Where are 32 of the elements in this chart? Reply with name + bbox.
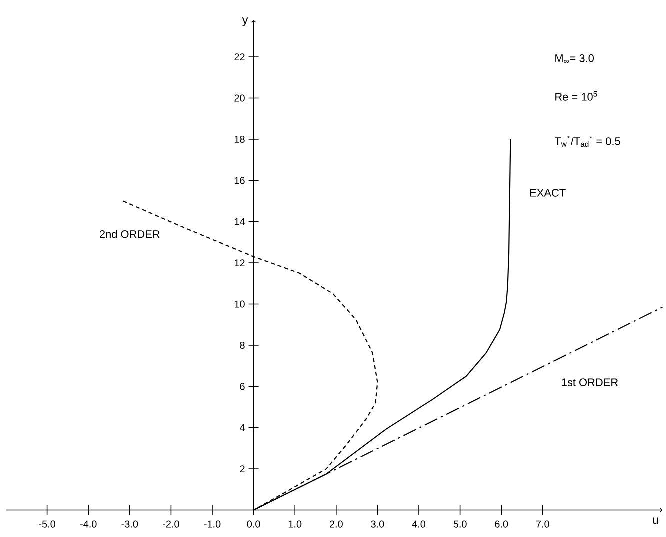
- series-label: EXACT: [530, 189, 566, 197]
- y-tick-label: 20: [234, 94, 245, 102]
- x-tick-label: 0.0: [247, 520, 260, 528]
- x-axis-title: u: [653, 518, 658, 524]
- series-label: 2nd ORDER: [100, 230, 160, 238]
- x-tick-label: 5.0: [454, 520, 467, 528]
- x-tick-label: 4.0: [412, 520, 426, 528]
- x-tick-label: 2.0: [330, 520, 343, 528]
- x-tick-label: 3.0: [371, 520, 384, 528]
- y-tick-label: 4: [240, 424, 245, 432]
- y-tick-label: 18: [234, 136, 245, 143]
- x-tick-label: -2.0: [163, 520, 180, 528]
- series-label: 1st ORDER: [562, 378, 618, 386]
- y-tick-label: 10: [234, 300, 245, 308]
- y-tick-label: 8: [240, 342, 245, 349]
- x-tick-label: -3.0: [122, 520, 138, 528]
- x-tick-label: 7.0: [536, 520, 550, 528]
- y-tick-label: 16: [234, 177, 245, 184]
- annotation: T$_{w}$$^{*}$/T$_{ad}$$^{*}$ = 0.5: [554, 136, 620, 147]
- x-tick-label: -4.0: [80, 520, 97, 528]
- annotation: M$_{∞}$= 3.0: [556, 54, 594, 63]
- y-tick-label: 12: [234, 259, 245, 266]
- annotation: Re = 10$^{5}$: [556, 91, 598, 101]
- y-axis-title: y: [242, 18, 248, 26]
- x-tick-label: -1.0: [204, 520, 221, 528]
- y-tick-label: 2: [240, 465, 245, 472]
- y-tick-label: 22: [234, 53, 245, 60]
- y-tick-label: 6: [240, 383, 245, 390]
- x-tick-label: -5.0: [39, 520, 56, 528]
- x-tick-label: 1.0: [288, 520, 302, 528]
- x-tick-label: 6.0: [495, 520, 508, 528]
- y-tick-label: 14: [234, 218, 245, 226]
